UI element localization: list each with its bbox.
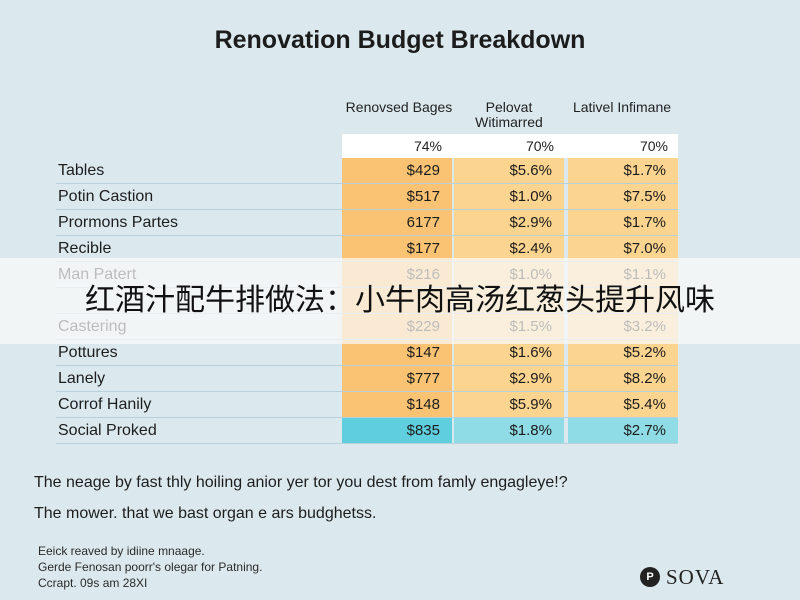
table-cell: $1.8%: [454, 418, 564, 443]
row-label: Social Proked: [58, 422, 157, 439]
table-cell: 6177: [342, 210, 452, 235]
percent-row: 74% 70% 70%: [342, 134, 678, 158]
header-row: Renovsed Bages Pelovat Witimarred Lative…: [56, 96, 678, 132]
table-cell: $429: [342, 158, 452, 183]
table-cell: $777: [342, 366, 452, 391]
table-cell: $177: [342, 236, 452, 261]
row-label: Pottures: [58, 344, 118, 361]
table-row: Recible $177 $2.4% $7.0%: [56, 236, 678, 262]
column-header: Pelovat Witimarred: [475, 99, 543, 130]
table-cell: $2.4%: [454, 236, 564, 261]
table-cell: $5.2%: [568, 340, 678, 365]
table-cell: $2.7%: [568, 418, 678, 443]
logo-text: SOVA: [666, 564, 725, 589]
caption-line-2: The mower. that we bast organ e ars budg…: [34, 505, 377, 522]
table-cell: $5.4%: [568, 392, 678, 417]
table-cell: $5.6%: [454, 158, 564, 183]
chart-title: Renovation Budget Breakdown: [214, 26, 586, 54]
table-cell: $7.0%: [568, 236, 678, 261]
table-cell: $835: [342, 418, 452, 443]
logo-mark-icon: P: [640, 567, 660, 587]
table-row: Prormons Partes 6177 $2.9% $1.7%: [56, 210, 678, 236]
table-cell: $8.2%: [568, 366, 678, 391]
table-cell: $147: [342, 340, 452, 365]
table-cell: $2.9%: [454, 210, 564, 235]
table-cell: $2.9%: [454, 366, 564, 391]
table-row: Social Proked $835 $1.8% $2.7%: [56, 418, 678, 444]
table-row: Tables $429 $5.6% $1.7%: [56, 158, 678, 184]
table-cell: $148: [342, 392, 452, 417]
row-label: Prormons Partes: [58, 214, 179, 231]
sova-logo: P SOVA: [640, 564, 725, 589]
table-cell: $1.6%: [454, 340, 564, 365]
table-cell: $7.5%: [568, 184, 678, 209]
table-row: Potin Castion $517 $1.0% $7.5%: [56, 184, 678, 210]
table-row: Corrof Hanily $148 $5.9% $5.4%: [56, 392, 678, 418]
column-header: Renovsed Bages: [345, 99, 453, 115]
overlay-banner: 红酒汁配牛排做法：小牛肉高汤红葱头提升风味: [0, 258, 800, 344]
column-header: Lativel Infimane: [572, 99, 672, 115]
column-percent: 70%: [639, 138, 668, 154]
column-percent: 70%: [525, 138, 554, 154]
footnote-3: Ccrapt. 09s am 28XI: [38, 576, 148, 590]
table-cell: $1.7%: [568, 210, 678, 235]
row-label: Tables: [58, 162, 105, 179]
column-percent: 74%: [413, 138, 442, 154]
row-label: Potin Castion: [58, 188, 154, 205]
table-cell: $5.9%: [454, 392, 564, 417]
row-label: Corrof Hanily: [58, 396, 152, 413]
table-cell: $1.0%: [454, 184, 564, 209]
table-cell: $1.7%: [568, 158, 678, 183]
footnote-1: Eeick reaved by idiine mnaage.: [38, 544, 205, 558]
table-row: Pottures $147 $1.6% $5.2%: [56, 340, 678, 366]
row-label: Recible: [58, 240, 112, 257]
footnote-2: Gerde Fenosan poorr's olegar for Patning…: [38, 560, 263, 574]
caption-line-1: The neage by fast thly hoiling anior yer…: [34, 474, 568, 491]
table-cell: $517: [342, 184, 452, 209]
overlay-text: 红酒汁配牛排做法：小牛肉高汤红葱头提升风味: [85, 283, 715, 318]
row-label: Lanely: [58, 370, 106, 387]
table-row: Lanely $777 $2.9% $8.2%: [56, 366, 678, 392]
